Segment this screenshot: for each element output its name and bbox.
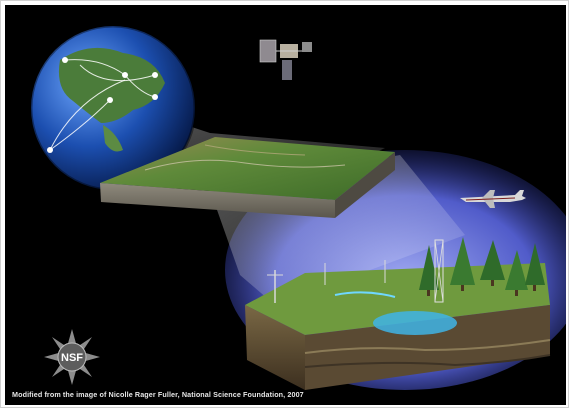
forest-trees xyxy=(419,237,545,296)
sensor-poles xyxy=(267,260,386,303)
tree-icon xyxy=(525,243,545,291)
ecosystem-illustration: NSF xyxy=(29,24,566,390)
globe-icon xyxy=(29,24,197,192)
airplane-icon xyxy=(460,190,526,208)
tree-icon xyxy=(480,240,505,286)
ecosystem-block xyxy=(245,263,551,390)
illustration-canvas: NSF Modified from the image of Nicolle R… xyxy=(5,5,566,405)
nsf-logo-text: NSF xyxy=(61,352,83,364)
tree-icon xyxy=(419,245,439,296)
nsf-seal-icon: NSF xyxy=(44,329,100,385)
tree-icon xyxy=(505,250,528,296)
image-credit: Modified from the image of Nicolle Rager… xyxy=(12,390,304,399)
tree-icon xyxy=(450,237,475,291)
landscape-block xyxy=(100,137,395,218)
tower-icon xyxy=(434,239,444,303)
satellite-icon xyxy=(259,39,312,80)
